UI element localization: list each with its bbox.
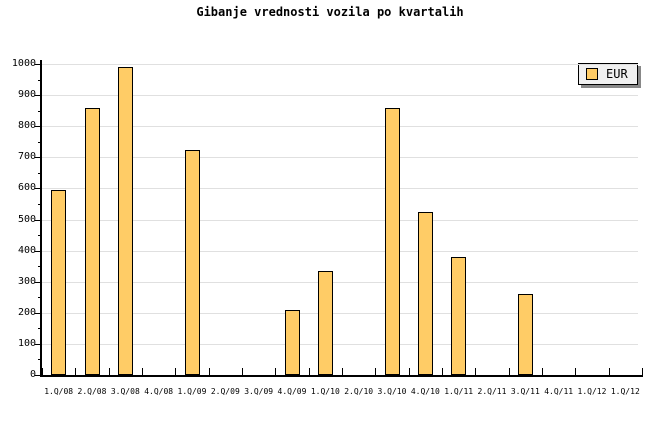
x-tick	[642, 368, 643, 375]
legend-swatch	[586, 68, 598, 80]
x-tick	[75, 368, 77, 375]
x-tick	[375, 368, 377, 375]
x-tick-label: 4.Q/10	[410, 387, 440, 396]
gridline	[42, 126, 638, 128]
y-major-tick	[35, 219, 42, 221]
y-tick-label: 500	[17, 213, 36, 225]
x-tick-label: 1.Q/12	[577, 387, 607, 396]
bar	[284, 309, 300, 375]
bar	[517, 294, 533, 375]
x-tick-label: 3.Q/11	[510, 387, 540, 396]
x-tick	[308, 368, 310, 375]
x-tick-label: 3.Q/08	[110, 387, 140, 396]
x-tick	[142, 368, 143, 375]
legend-label: EUR	[606, 67, 628, 81]
x-tick	[108, 368, 110, 375]
y-axis-line	[40, 60, 42, 377]
gridline	[42, 157, 638, 159]
x-tick-label: 3.Q/09	[244, 387, 274, 396]
x-tick	[508, 368, 510, 375]
y-tick-label: 800	[17, 120, 36, 132]
legend: EUR	[578, 63, 638, 85]
y-tick-label: 0	[29, 369, 36, 380]
bar	[184, 149, 200, 375]
x-tick	[342, 368, 343, 375]
gridline	[42, 95, 638, 97]
bar	[451, 256, 467, 375]
bar	[51, 189, 67, 375]
gridline	[42, 64, 638, 65]
x-tick	[275, 368, 277, 375]
x-tick-label: 1.Q/08	[44, 387, 74, 396]
x-tick-label: 1.Q/09	[177, 387, 207, 396]
x-tick-label: 2.Q/08	[77, 387, 107, 396]
x-tick-label: 1.Q/11	[444, 387, 474, 396]
x-tick	[408, 368, 410, 375]
gridline	[42, 250, 638, 252]
x-tick	[242, 368, 243, 375]
y-tick-label: 300	[17, 275, 36, 287]
x-tick	[175, 368, 177, 375]
gridline	[42, 219, 638, 221]
x-tick-label: 1.Q/12	[610, 387, 640, 396]
gridline	[42, 343, 638, 345]
y-tick-label: 400	[17, 244, 36, 256]
bar	[84, 107, 100, 375]
y-major-tick	[35, 64, 42, 65]
x-tick	[542, 368, 543, 375]
x-tick	[608, 368, 610, 375]
gridline	[42, 281, 638, 283]
y-major-tick	[35, 343, 42, 345]
x-tick-label: 3.Q/10	[377, 387, 407, 396]
y-tick-label: 900	[17, 89, 36, 101]
y-tick-label: 600	[17, 182, 36, 194]
x-tick	[42, 368, 43, 375]
gridline	[42, 312, 638, 314]
x-tick-label: 2.Q/11	[477, 387, 507, 396]
y-major-tick	[35, 188, 42, 190]
y-major-tick	[35, 95, 42, 97]
gridline	[42, 188, 638, 190]
x-tick	[575, 368, 577, 375]
x-axis-line	[40, 375, 643, 377]
x-tick	[442, 368, 443, 375]
x-tick-label: 1.Q/10	[310, 387, 340, 396]
y-major-tick	[35, 250, 42, 252]
bar	[317, 270, 333, 375]
y-major-tick	[35, 126, 42, 128]
y-major-tick	[35, 312, 42, 314]
y-major-tick	[35, 157, 42, 159]
chart-title: Gibanje vrednosti vozila po kvartalih	[196, 5, 464, 19]
y-tick-label: 700	[17, 151, 36, 163]
y-tick-label: 100	[17, 337, 36, 349]
x-tick-label: 2.Q/10	[344, 387, 374, 396]
y-major-tick	[35, 375, 42, 376]
x-tick-label: 4.Q/11	[544, 387, 574, 396]
bar	[384, 107, 400, 375]
y-major-tick	[35, 281, 42, 283]
bar	[117, 67, 133, 375]
x-tick-label: 4.Q/08	[144, 387, 174, 396]
x-tick-label: 4.Q/09	[277, 387, 307, 396]
y-tick-label: 1000	[11, 58, 36, 69]
y-tick-label: 200	[17, 306, 36, 318]
x-tick	[475, 368, 477, 375]
x-tick-label: 2.Q/09	[210, 387, 240, 396]
x-tick	[208, 368, 210, 375]
bar	[417, 211, 433, 375]
